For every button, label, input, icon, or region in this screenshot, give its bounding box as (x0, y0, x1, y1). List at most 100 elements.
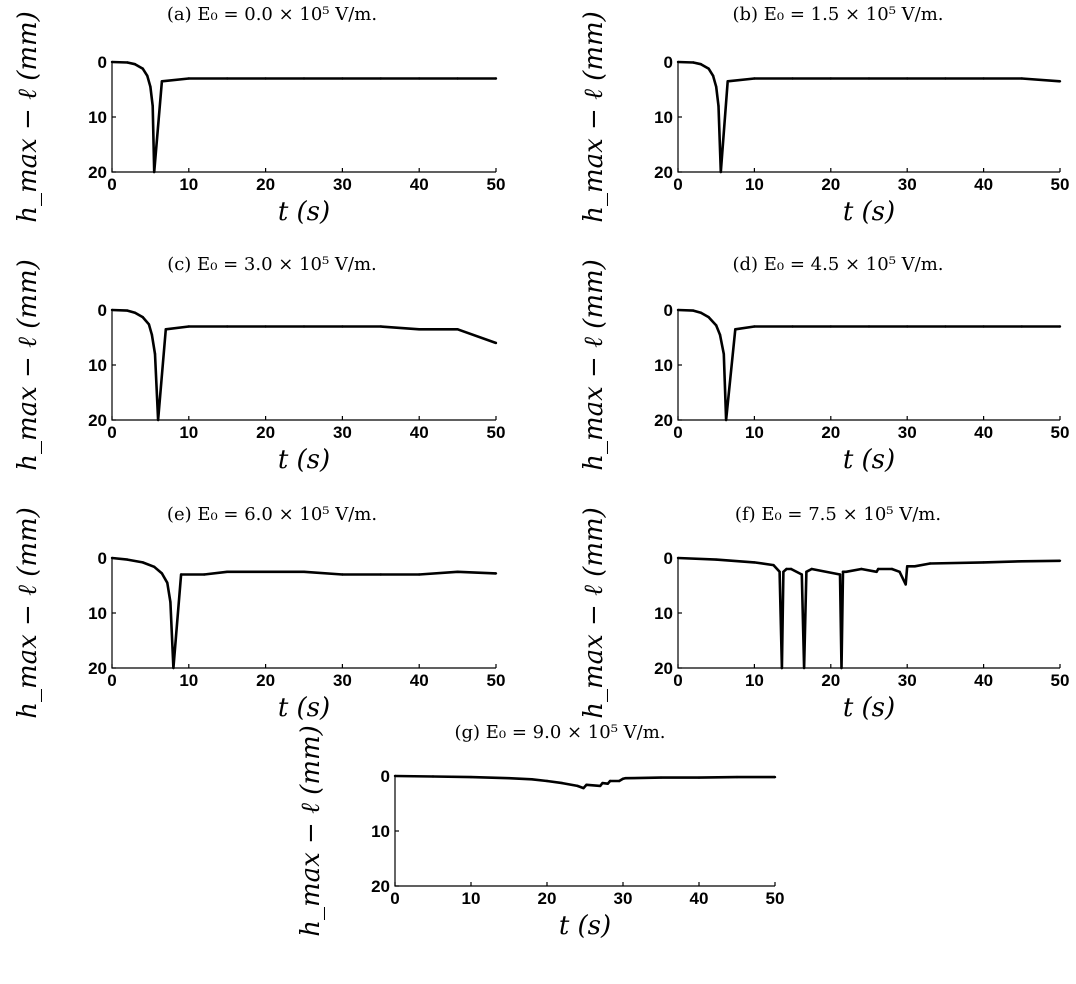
data-point (379, 325, 382, 328)
data-point (601, 781, 604, 785)
y-tick-label: 20 (654, 411, 673, 430)
data-series-line (677, 60, 1061, 174)
x-tick-label: 10 (462, 889, 481, 908)
data-point (226, 325, 229, 328)
data-point (494, 572, 498, 575)
data-point (898, 570, 901, 573)
data-point (944, 325, 947, 328)
data-point (469, 775, 473, 779)
x-tick-label: 50 (766, 889, 785, 908)
panel-c: (c) E₀ = 3.0 × 10⁵ V/m. 0 10 20 30 40 50 0 10 20 h… (13, 254, 505, 475)
data-point (187, 325, 190, 328)
data-point (676, 60, 680, 64)
x-tick-label: 30 (333, 175, 352, 194)
x-axis-label: t (s) (278, 693, 330, 723)
data-point (692, 61, 695, 64)
data-point (110, 308, 114, 312)
data-point (1020, 560, 1023, 563)
data-point (160, 80, 164, 83)
y-tick-label: 10 (371, 822, 390, 841)
data-point (561, 781, 564, 785)
data-point (172, 666, 175, 670)
data-point (582, 786, 585, 790)
y-axis-label: h_max − ℓ (mm) (579, 259, 609, 471)
data-point (530, 778, 533, 781)
x-tick-label: 30 (333, 423, 352, 442)
x-tick-label: 50 (1051, 423, 1070, 442)
data-point (494, 77, 498, 80)
data-point (1058, 80, 1062, 83)
data-point (187, 77, 190, 80)
panel-caption: (g) E₀ = 9.0 × 10⁵ V/m. (454, 722, 665, 743)
data-point (133, 311, 137, 314)
panel-caption: (c) E₀ = 3.0 × 10⁵ V/m. (167, 254, 377, 275)
data-point (707, 315, 710, 319)
data-point (133, 62, 137, 66)
x-axis-label: t (s) (278, 445, 330, 475)
data-point (431, 775, 435, 778)
data-point (913, 565, 916, 568)
x-tick-label: 10 (179, 175, 198, 194)
data-point (829, 325, 832, 328)
x-tick-label: 0 (673, 671, 682, 690)
data-point (890, 567, 894, 571)
x-tick-label: 0 (107, 175, 116, 194)
data-point (810, 567, 813, 571)
data-point (785, 567, 788, 571)
data-point (906, 77, 909, 80)
y-tick-label: 10 (654, 604, 673, 623)
data-point (699, 62, 703, 66)
y-tick-label: 10 (654, 108, 673, 127)
data-point (302, 77, 306, 80)
data-point (151, 104, 154, 108)
data-point (341, 573, 344, 576)
data-point (393, 774, 397, 778)
panel-g: (g) E₀ = 9.0 × 10⁵ V/m. 0 10 20 30 40 50 0 10 20 h… (296, 722, 784, 941)
data-point (773, 775, 777, 779)
data-point (156, 418, 160, 422)
x-tick-label: 40 (974, 423, 993, 442)
data-point (735, 775, 739, 779)
x-tick-label: 10 (179, 671, 198, 690)
data-point (844, 570, 848, 573)
data-point (753, 561, 756, 564)
x-tick-label: 10 (179, 423, 198, 442)
data-point (875, 570, 878, 573)
data-point (707, 67, 710, 70)
data-point (782, 570, 785, 573)
data-point (264, 325, 267, 328)
x-tick-label: 30 (614, 889, 633, 908)
data-point (302, 570, 306, 573)
data-point (153, 565, 156, 568)
panel-caption: (a) E₀ = 0.0 × 10⁵ V/m. (167, 4, 377, 25)
x-axis-label: t (s) (843, 445, 895, 475)
data-point (982, 561, 985, 564)
x-tick-label: 30 (898, 423, 917, 442)
data-point (780, 666, 784, 670)
data-point (126, 61, 129, 64)
data-point (800, 573, 803, 576)
data-point (418, 77, 421, 80)
x-tick-label: 20 (821, 175, 840, 194)
x-tick-label: 40 (410, 175, 429, 194)
data-point (226, 570, 229, 573)
data-point (805, 570, 808, 573)
data-point (141, 67, 144, 70)
data-point (904, 583, 907, 586)
x-tick-label: 30 (333, 671, 352, 690)
x-tick-label: 50 (487, 423, 506, 442)
x-tick-label: 50 (487, 175, 506, 194)
data-point (753, 77, 756, 80)
x-tick-label: 20 (538, 889, 557, 908)
data-series-line (394, 774, 775, 790)
x-tick-label: 20 (821, 423, 840, 442)
panel-caption: (f) E₀ = 7.5 × 10⁵ V/m. (735, 504, 941, 525)
data-point (867, 77, 871, 80)
panel-a: (a) E₀ = 0.0 × 10⁵ V/m. 0 10 20 30 40 50 0 10 20 h… (13, 4, 505, 227)
data-point (150, 333, 154, 336)
x-tick-label: 0 (673, 423, 682, 442)
data-point (791, 325, 794, 328)
panel-f: (f) E₀ = 7.5 × 10⁵ V/m. 0 10 20 30 40 50 0 10 20 h… (579, 504, 1069, 723)
data-point (618, 779, 621, 783)
